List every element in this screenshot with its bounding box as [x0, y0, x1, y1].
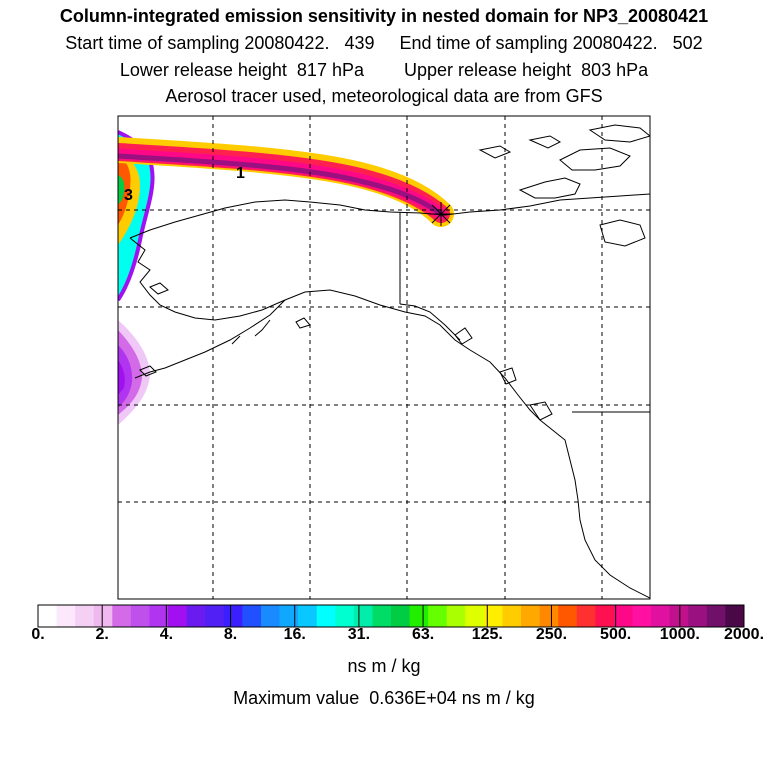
colorbar-swatch — [242, 605, 262, 627]
maximum-value: Maximum value 0.636E+04 ns m / kg — [233, 688, 535, 708]
colorbar-swatch — [688, 605, 708, 627]
colorbar-tick-label: 125. — [471, 626, 503, 643]
colorbar-tick-label: 0. — [31, 626, 45, 643]
colorbar — [37, 604, 745, 628]
colorbar-swatch — [130, 605, 150, 627]
contour-label-1: 1 — [236, 165, 245, 182]
colorbar-swatch — [651, 605, 671, 627]
colorbar-tick-label: 1000. — [659, 626, 700, 643]
colorbar-swatch — [576, 605, 596, 627]
coastlines — [129, 124, 650, 599]
colorbar-swatch — [56, 605, 76, 627]
colorbar-swatch — [279, 605, 299, 627]
colorbar-swatch — [149, 605, 169, 627]
colorbar-swatch — [632, 605, 652, 627]
colorbar-swatch — [725, 605, 745, 627]
colorbar-swatch — [613, 605, 634, 627]
colorbar-swatch — [353, 605, 373, 627]
colorbar-tick-label: 500. — [600, 626, 632, 643]
colorbar-swatch — [502, 605, 522, 627]
colorbar-swatch — [539, 605, 559, 627]
sampling-time-line: Start time of sampling 20080422. 439 End… — [65, 33, 703, 53]
colorbar-tick-label: 63. — [411, 626, 435, 643]
colorbar-swatch — [93, 605, 113, 627]
colorbar-frame — [37, 604, 745, 628]
colorbar-tick-label: 250. — [535, 626, 568, 643]
colorbar-swatch — [372, 605, 392, 627]
colorbar-swatch — [112, 605, 132, 627]
lat-lon-grid — [118, 116, 650, 599]
colorbar-swatch — [298, 605, 318, 627]
colorbar-swatch — [223, 605, 243, 627]
political-boundaries — [399, 212, 650, 413]
colorbar-swatch — [446, 605, 466, 627]
colorbar-swatch — [465, 605, 485, 627]
page-title: Column-integrated emission sensitivity i… — [59, 6, 709, 26]
sensitivity-plume — [118, 130, 454, 425]
map-area: 1 3 — [118, 116, 650, 599]
colorbar-tick-label: 2000. — [723, 626, 765, 643]
colorbar-swatch — [316, 605, 336, 627]
colorbar-tick-label: 4. — [159, 626, 174, 643]
colorbar-swatch — [168, 605, 188, 627]
colorbar-swatch — [260, 605, 281, 627]
release-height-line: Lower release height 817 hPa Upper relea… — [119, 60, 649, 80]
colorbar-swatch — [558, 605, 578, 627]
contour-label-3: 3 — [124, 187, 133, 204]
colorbar-swatch — [409, 605, 429, 627]
star-icon — [429, 202, 453, 226]
colorbar-unit: ns m / kg — [347, 656, 421, 676]
colorbar-swatch — [669, 605, 689, 627]
colorbar-tick-label: 31. — [347, 626, 371, 643]
colorbar-swatch — [428, 605, 448, 627]
colorbar-swatch — [521, 605, 541, 627]
colorbar-swatch — [335, 605, 355, 627]
colorbar-swatch — [706, 605, 726, 627]
colorbar-swatch — [205, 605, 225, 627]
map-frame — [117, 115, 651, 600]
colorbar-tick-label: 16. — [283, 626, 306, 643]
colorbar-tick-label: 2. — [95, 626, 109, 643]
colorbar-tick-label: 8. — [223, 626, 238, 643]
colorbar-swatch — [483, 605, 503, 627]
colorbar-swatch — [186, 605, 206, 627]
tracer-info-line: Aerosol tracer used, meteorological data… — [165, 86, 603, 106]
colorbar-swatch — [75, 605, 95, 627]
colorbar-swatch — [391, 605, 411, 627]
colorbar-swatch — [38, 605, 58, 627]
colorbar-swatch — [595, 605, 615, 627]
